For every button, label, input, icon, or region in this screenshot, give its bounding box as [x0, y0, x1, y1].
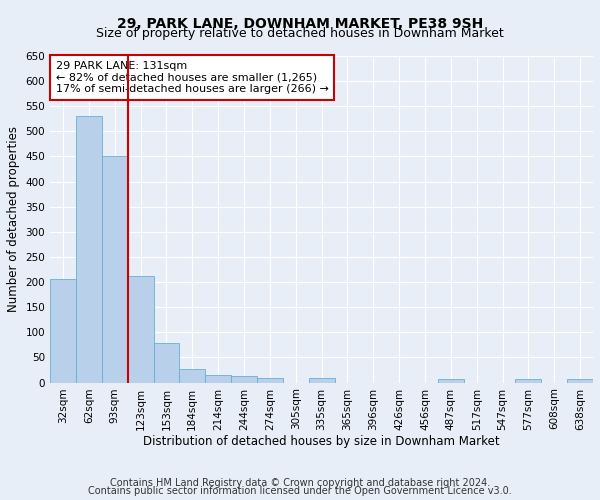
Bar: [128, 276, 154, 382]
Bar: [154, 344, 179, 382]
Bar: [438, 380, 464, 382]
Bar: [76, 116, 102, 382]
Text: Contains public sector information licensed under the Open Government Licence v3: Contains public sector information licen…: [88, 486, 512, 496]
Bar: [515, 380, 541, 382]
Bar: [179, 369, 205, 382]
Bar: [567, 380, 593, 382]
Bar: [231, 376, 257, 382]
Bar: [102, 156, 128, 382]
Bar: [50, 278, 76, 382]
Text: Contains HM Land Registry data © Crown copyright and database right 2024.: Contains HM Land Registry data © Crown c…: [110, 478, 490, 488]
Y-axis label: Number of detached properties: Number of detached properties: [7, 126, 20, 312]
Text: 29 PARK LANE: 131sqm
← 82% of detached houses are smaller (1,265)
17% of semi-de: 29 PARK LANE: 131sqm ← 82% of detached h…: [56, 61, 328, 94]
Bar: [257, 378, 283, 382]
Text: Size of property relative to detached houses in Downham Market: Size of property relative to detached ho…: [96, 28, 504, 40]
Text: 29, PARK LANE, DOWNHAM MARKET, PE38 9SH: 29, PARK LANE, DOWNHAM MARKET, PE38 9SH: [117, 18, 483, 32]
Bar: [308, 378, 335, 382]
X-axis label: Distribution of detached houses by size in Downham Market: Distribution of detached houses by size …: [143, 435, 500, 448]
Bar: [205, 375, 231, 382]
